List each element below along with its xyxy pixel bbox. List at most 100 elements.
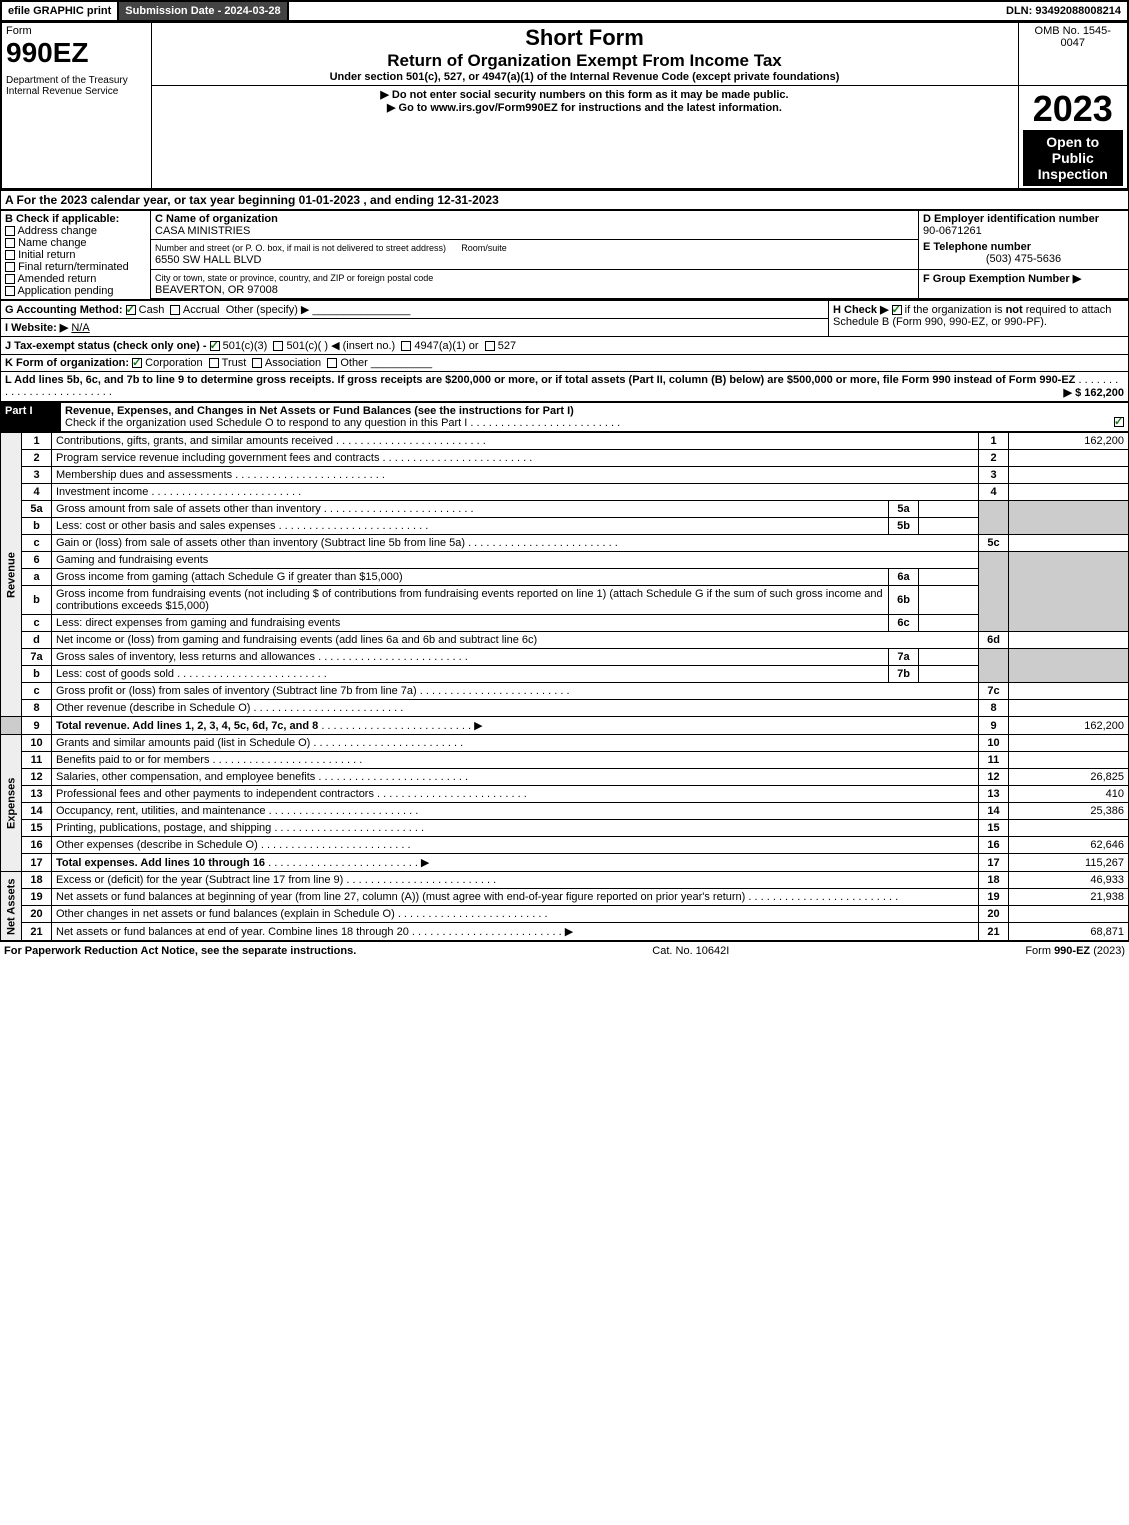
line-6c-num: c	[22, 615, 52, 632]
501c-checkbox[interactable]	[273, 341, 283, 351]
line-7b-sub: 7b	[889, 666, 919, 683]
line-10-num: 10	[22, 735, 52, 752]
goto-link[interactable]: ▶ Go to www.irs.gov/Form990EZ for instru…	[156, 101, 1014, 114]
line-15-amt	[1009, 820, 1129, 837]
line-10-rnum: 10	[979, 735, 1009, 752]
initial-return-checkbox[interactable]	[5, 250, 15, 260]
form-word: Form	[6, 25, 147, 37]
line-4-rnum: 4	[979, 484, 1009, 501]
part1-header: Part I Revenue, Expenses, and Changes in…	[0, 402, 1129, 432]
line-10-amt	[1009, 735, 1129, 752]
grey-cell	[979, 501, 1009, 535]
line-3-amt	[1009, 467, 1129, 484]
subtitle: Under section 501(c), 527, or 4947(a)(1)…	[156, 71, 1014, 83]
final-return-checkbox[interactable]	[5, 262, 15, 272]
line-3-desc: Membership dues and assessments	[56, 469, 232, 481]
4947-checkbox[interactable]	[401, 341, 411, 351]
line-17-rnum: 17	[979, 854, 1009, 872]
cash-checkbox[interactable]	[126, 305, 136, 315]
line-5c-num: c	[22, 535, 52, 552]
527-checkbox[interactable]	[485, 341, 495, 351]
efile-label: efile GRAPHIC print	[2, 2, 119, 20]
line-7a-val	[919, 649, 979, 666]
other-org-checkbox[interactable]	[327, 358, 337, 368]
app-pending-checkbox[interactable]	[5, 286, 15, 296]
line-3-rnum: 3	[979, 467, 1009, 484]
line-1-desc: Contributions, gifts, grants, and simila…	[56, 435, 333, 447]
grey-cell	[979, 649, 1009, 683]
accrual-checkbox[interactable]	[170, 305, 180, 315]
501c3-checkbox[interactable]	[210, 341, 220, 351]
line-6d-desc: Net income or (loss) from gaming and fun…	[52, 632, 979, 649]
trust-checkbox[interactable]	[209, 358, 219, 368]
ssn-warning: ▶ Do not enter social security numbers o…	[156, 88, 1014, 101]
line-2-amt	[1009, 450, 1129, 467]
line-18-num: 18	[22, 872, 52, 889]
line-5a-val	[919, 501, 979, 518]
revenue-section-label: Revenue	[1, 433, 22, 717]
section-g-label: G Accounting Method:	[5, 304, 123, 316]
line-8-rnum: 8	[979, 700, 1009, 717]
spacer	[1, 717, 22, 735]
section-j-label: J Tax-exempt status (check only one) -	[5, 340, 207, 352]
amended-return-checkbox[interactable]	[5, 274, 15, 284]
line-5b-val	[919, 518, 979, 535]
grey-cell	[1009, 501, 1129, 535]
irs-label: Internal Revenue Service	[6, 86, 147, 97]
line-11-desc: Benefits paid to or for members	[56, 754, 209, 766]
other-org-label: Other	[340, 357, 368, 369]
footer-left: For Paperwork Reduction Act Notice, see …	[4, 945, 356, 957]
addr-change-checkbox[interactable]	[5, 226, 15, 236]
part1-checkbox[interactable]	[1114, 417, 1124, 427]
assoc-checkbox[interactable]	[252, 358, 262, 368]
section-h-checkbox[interactable]	[892, 305, 902, 315]
line-9-amt: 162,200	[1009, 717, 1129, 735]
initial-return-label: Initial return	[18, 249, 75, 261]
section-e-label: E Telephone number	[923, 241, 1124, 253]
name-change-checkbox[interactable]	[5, 238, 15, 248]
trust-label: Trust	[222, 357, 247, 369]
line-7b-val	[919, 666, 979, 683]
grey-cell	[979, 552, 1009, 632]
line-6b-desc: Gross income from fundraising events (no…	[52, 586, 889, 615]
short-form-title: Short Form	[156, 25, 1014, 51]
line-8-num: 8	[22, 700, 52, 717]
line-7a-sub: 7a	[889, 649, 919, 666]
netassets-section-label: Net Assets	[1, 872, 22, 941]
city-label: City or town, state or province, country…	[155, 273, 433, 283]
website-value: N/A	[71, 322, 89, 334]
line-2-num: 2	[22, 450, 52, 467]
dln: DLN: 93492088008214	[1000, 2, 1127, 20]
line-12-rnum: 12	[979, 769, 1009, 786]
line-21-num: 21	[22, 923, 52, 941]
line-11-rnum: 11	[979, 752, 1009, 769]
line-19-desc: Net assets or fund balances at beginning…	[56, 891, 745, 903]
grey-cell	[1009, 649, 1129, 683]
line-21-desc: Net assets or fund balances at end of ye…	[56, 926, 409, 938]
line-15-desc: Printing, publications, postage, and shi…	[56, 822, 271, 834]
line-18-amt: 46,933	[1009, 872, 1129, 889]
ein: 90-0671261	[923, 225, 1124, 237]
open-to-public: Open to Public Inspection	[1023, 130, 1124, 186]
app-pending-label: Application pending	[17, 285, 113, 297]
line-5a-desc: Gross amount from sale of assets other t…	[56, 503, 321, 515]
section-h-label: H Check ▶	[833, 304, 889, 316]
submission-date: Submission Date - 2024-03-28	[119, 2, 288, 20]
line-13-num: 13	[22, 786, 52, 803]
section-l-text: L Add lines 5b, 6c, and 7b to line 9 to …	[5, 374, 1075, 386]
form-number: 990EZ	[6, 37, 147, 69]
section-b-label: B Check if applicable:	[5, 213, 146, 225]
line-4-desc: Investment income	[56, 486, 148, 498]
addr-change-label: Address change	[17, 225, 97, 237]
room-label: Room/suite	[461, 243, 507, 253]
line-7b-desc: Less: cost of goods sold	[56, 668, 174, 680]
line-18-desc: Excess or (deficit) for the year (Subtra…	[56, 874, 343, 886]
line-5c-rnum: 5c	[979, 535, 1009, 552]
line-20-rnum: 20	[979, 906, 1009, 923]
corp-checkbox[interactable]	[132, 358, 142, 368]
line-13-desc: Professional fees and other payments to …	[56, 788, 374, 800]
section-l-amount: ▶ $ 162,200	[1064, 386, 1124, 399]
line-17-num: 17	[22, 854, 52, 872]
line-7c-amt	[1009, 683, 1129, 700]
org-name: CASA MINISTRIES	[155, 225, 250, 237]
